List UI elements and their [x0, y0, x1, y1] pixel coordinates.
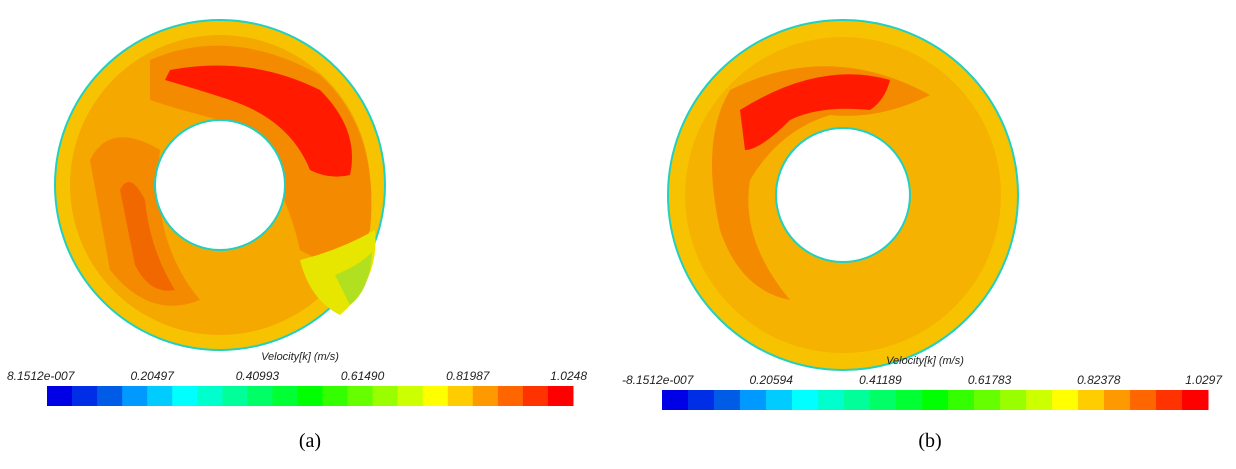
colorbar-title: Velocity[k] (m/s) — [261, 351, 339, 363]
colorbar-segment — [896, 390, 923, 410]
colorbar-segment — [844, 390, 871, 410]
colorbar-segment — [818, 390, 845, 410]
colorbar-segment — [948, 390, 975, 410]
colorbar-segment — [97, 386, 123, 406]
contour-plot-a — [54, 19, 386, 351]
colorbar-segment — [792, 390, 819, 410]
colorbar-tick-label: 0.20594 — [750, 373, 794, 387]
colorbar-tick-label: -8.1512e-007 — [622, 373, 695, 387]
colorbar-segment — [1000, 390, 1027, 410]
colorbar-segment — [714, 390, 741, 410]
colorbar-tick-label: 0.61783 — [968, 373, 1012, 387]
colorbar-segment — [347, 386, 374, 406]
colorbar-segment — [547, 386, 574, 406]
colorbar-segment — [974, 390, 1001, 410]
colorbar-tick-label: 0.20497 — [131, 369, 176, 383]
colorbar-segment — [766, 390, 793, 410]
colorbar-segment — [472, 386, 499, 406]
colorbar-segment — [172, 386, 198, 406]
colorbar-segment — [1104, 390, 1131, 410]
colorbar-segment — [1052, 390, 1079, 410]
panel-label: (a) — [299, 430, 321, 452]
panel-label: (b) — [918, 430, 941, 452]
colorbar-segment — [1026, 390, 1053, 410]
colorbar-segment — [272, 386, 298, 406]
colorbar-segment — [297, 386, 324, 406]
colorbar-tick-label: 8.1512e-007 — [7, 369, 76, 383]
colorbar-segment — [197, 386, 223, 406]
colorbar-segment — [122, 386, 148, 406]
colorbar-segment — [447, 386, 474, 406]
colorbar-tick-label: 1.0248 — [550, 369, 587, 383]
colorbar-tick-label: 0.82378 — [1077, 373, 1121, 387]
colorbar-segment — [1078, 390, 1105, 410]
colorbar-tick-label: 0.41189 — [859, 373, 902, 387]
colorbar-segment — [247, 386, 273, 406]
colorbar-segment — [72, 386, 98, 406]
colorbar-segment — [922, 390, 949, 410]
colorbar-segment — [147, 386, 173, 406]
colorbar-tick-label: 0.40993 — [236, 369, 280, 383]
colorbar-title: Velocity[k] (m/s) — [886, 355, 964, 367]
colorbar-segment — [322, 386, 349, 406]
colorbar-segment — [497, 386, 524, 406]
colorbar-segment — [662, 390, 689, 410]
colorbar-tick-label: 1.0297 — [1185, 373, 1223, 387]
colorbar-segment — [1156, 390, 1183, 410]
colorbar-segment — [1130, 390, 1157, 410]
colorbar-segment — [1182, 390, 1209, 410]
colorbar-segment — [422, 386, 449, 406]
colorbar-segment — [740, 390, 767, 410]
colorbar-segment — [222, 386, 248, 406]
colorbar-segment — [688, 390, 715, 410]
colorbar-segment — [522, 386, 549, 406]
colorbar-segment — [870, 390, 897, 410]
colorbar-segment — [47, 386, 73, 406]
contour-plot-b — [667, 19, 1019, 371]
colorbar-tick-label: 0.81987 — [446, 369, 491, 383]
colorbar-segment — [372, 386, 399, 406]
colorbar-tick-label: 0.61490 — [341, 369, 385, 383]
colorbar-segment — [397, 386, 424, 406]
